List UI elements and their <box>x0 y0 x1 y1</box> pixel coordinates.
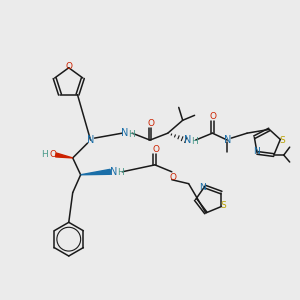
Text: S: S <box>220 201 226 210</box>
Text: O: O <box>65 62 72 71</box>
Polygon shape <box>81 169 111 175</box>
Text: O: O <box>210 112 217 121</box>
Text: N: N <box>224 135 231 145</box>
Text: H: H <box>191 136 198 146</box>
Text: N: N <box>121 128 128 138</box>
Polygon shape <box>56 153 73 158</box>
Text: N: N <box>184 135 191 145</box>
Text: O: O <box>169 173 176 182</box>
Text: O: O <box>148 119 154 128</box>
Text: S: S <box>279 136 285 145</box>
Text: N: N <box>87 135 94 145</box>
Text: H: H <box>128 130 135 139</box>
Text: N: N <box>253 147 260 156</box>
Text: H: H <box>117 168 124 177</box>
Text: H: H <box>41 151 48 160</box>
Text: O: O <box>152 145 159 154</box>
Text: N: N <box>199 183 206 192</box>
Text: O: O <box>50 151 56 160</box>
Text: N: N <box>110 167 117 177</box>
